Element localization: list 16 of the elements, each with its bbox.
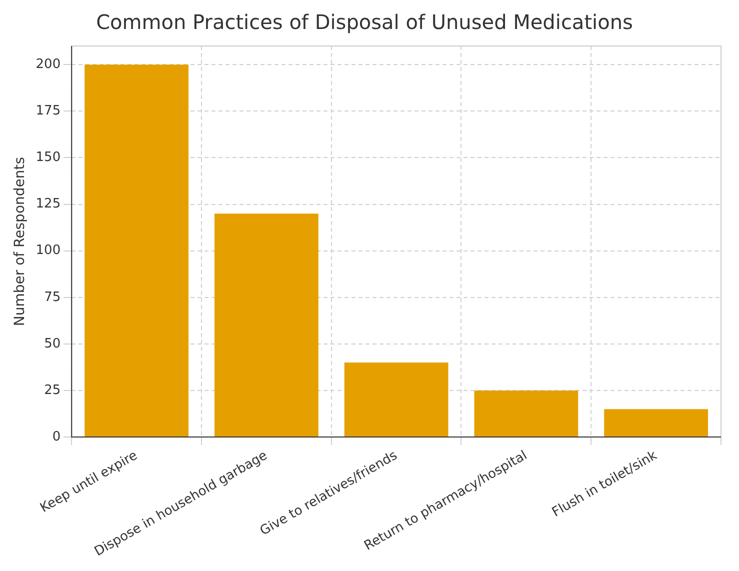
y-tick-label: 200 — [36, 56, 61, 72]
y-tick-label: 75 — [44, 290, 61, 305]
y-tick-label: 125 — [36, 196, 61, 212]
chart-title: Common Practices of Disposal of Unused Medications — [96, 10, 633, 34]
y-tick-label: 0 — [52, 429, 61, 444]
bar — [474, 390, 578, 437]
bar — [604, 409, 708, 437]
y-tick-label: 25 — [44, 382, 61, 398]
y-axis-title: Number of Respondents — [12, 156, 28, 326]
bar — [214, 214, 318, 437]
bar — [84, 64, 189, 437]
bar — [344, 362, 448, 437]
y-tick-label: 100 — [36, 243, 61, 258]
y-tick-label: 150 — [36, 150, 61, 166]
y-tick-label: 175 — [36, 104, 61, 119]
y-tick-label: 50 — [44, 336, 61, 352]
